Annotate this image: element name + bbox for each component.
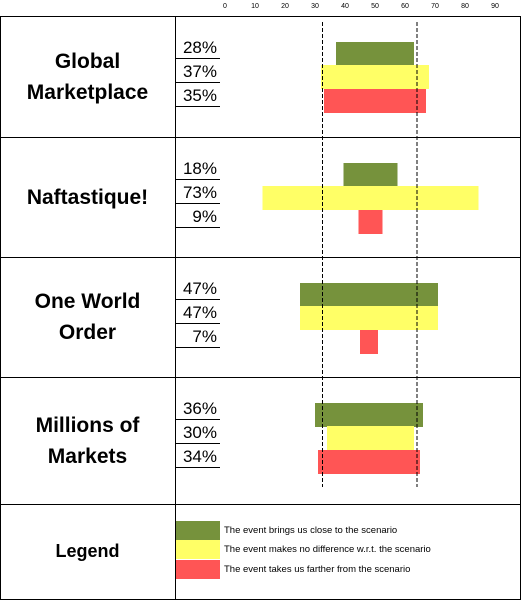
bar-no_difference [262, 186, 479, 210]
bar-close [343, 163, 398, 187]
x-tick-label: 70 [431, 3, 439, 10]
scenario-label: Global Marketplace [26, 49, 149, 104]
percent-underline [175, 347, 220, 348]
x-tick-label: 10 [251, 3, 259, 10]
percent-underline [175, 299, 220, 300]
percent-label: 37% [182, 62, 217, 81]
x-tick-label: 40 [341, 3, 349, 10]
percent-label: 18% [182, 159, 217, 178]
x-tick-label: 50 [371, 3, 379, 10]
x-tick-label: 20 [281, 3, 289, 10]
percent-underline [175, 82, 220, 83]
percent-underline [175, 467, 220, 468]
bar-farther [324, 89, 426, 113]
legend-entry-label: The event makes no difference w.r.t. the… [224, 544, 431, 555]
percent-underline [175, 58, 220, 59]
percent-label: 73% [182, 183, 217, 202]
legend-title: Legend [55, 541, 120, 561]
bar-farther [358, 210, 383, 234]
scenario-label: Millions of Markets [35, 413, 140, 468]
percent-label: 7% [192, 327, 217, 346]
x-tick-label: 60 [401, 3, 409, 10]
percent-label: 9% [192, 207, 217, 226]
legend-swatch-farther [176, 560, 220, 579]
legend-swatch-no_difference [176, 540, 220, 559]
percent-underline [175, 443, 220, 444]
x-tick-label: 90 [491, 3, 499, 10]
legend-swatch-close [176, 521, 220, 540]
x-tick-label: 30 [311, 3, 319, 10]
legend-entry-label: The event takes us farther from the scen… [224, 564, 411, 575]
x-tick-label: 80 [461, 3, 469, 10]
percent-underline [175, 419, 220, 420]
percent-label: 47% [182, 279, 217, 298]
percent-underline [175, 179, 220, 180]
bar-close [336, 42, 414, 66]
bar-farther [360, 330, 378, 354]
percent-underline [175, 203, 220, 204]
percent-underline [175, 227, 220, 228]
bar-no_difference [321, 65, 429, 89]
percent-underline [175, 323, 220, 324]
percent-label: 36% [182, 399, 217, 418]
percent-label: 35% [182, 86, 217, 105]
scenario-label: One World Order [34, 290, 141, 344]
bar-farther [318, 450, 420, 474]
x-tick-label: 0 [223, 3, 227, 10]
bar-close [315, 403, 423, 427]
bar-no_difference [327, 426, 414, 450]
percent-underline [175, 106, 220, 107]
percent-label: 28% [182, 38, 217, 57]
percent-label: 30% [182, 423, 217, 442]
percent-label: 34% [182, 447, 217, 466]
percent-label: 47% [182, 303, 217, 322]
legend-entry-label: The event brings us close to the scenari… [224, 525, 398, 536]
scenario-label: Naftastique! [26, 185, 149, 209]
